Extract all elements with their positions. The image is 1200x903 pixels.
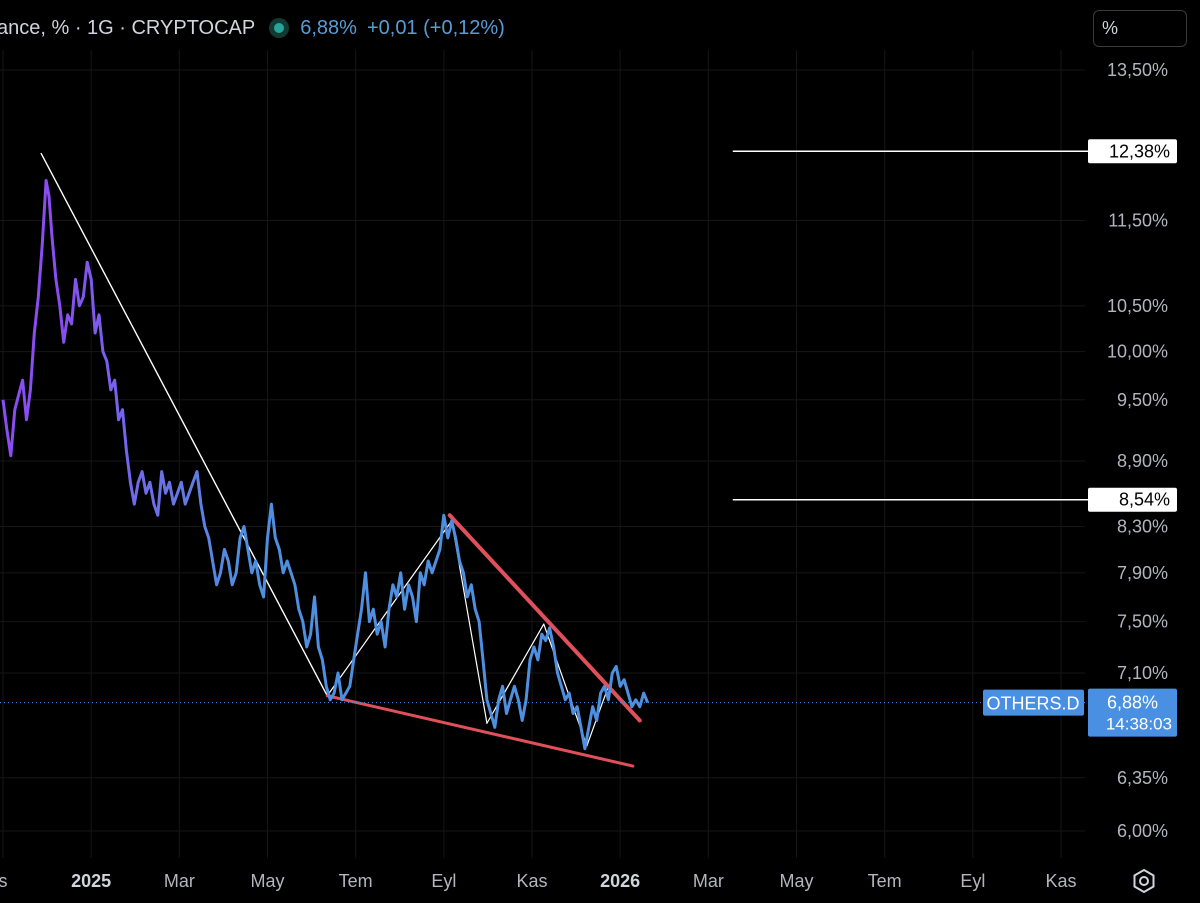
trendline-white-down-leg[interactable] (40, 152, 328, 697)
y-tick-label: 11,50% (1108, 210, 1168, 230)
last-value-marker: OTHERS.D 6,88% 14:38:03 (0, 688, 1177, 737)
y-tick-label: 7,10% (1117, 663, 1168, 683)
othersd-line (1, 179, 649, 751)
y-tick-label: 10,50% (1107, 296, 1168, 316)
x-tick-label: 2026 (600, 871, 640, 891)
chart-legend: ance, % · 1G · CRYPTOCAP 6,88% +0,01 (+0… (0, 14, 505, 42)
symbol-title[interactable]: ance, % · 1G · CRYPTOCAP (0, 16, 256, 39)
x-tick-label: May (250, 871, 284, 891)
price-level-label: 12,38% (1109, 141, 1170, 161)
y-tick-label: 6,35% (1117, 768, 1168, 788)
current-value: 6,88% (300, 16, 357, 39)
percent-scale-button[interactable]: % (1093, 10, 1187, 47)
y-tick-label: 8,90% (1117, 451, 1168, 471)
settings-gear-icon[interactable] (1131, 868, 1157, 894)
y-tick-label: 13,50% (1107, 60, 1168, 80)
grid (0, 50, 1085, 858)
x-tick-label: Tem (868, 871, 902, 891)
x-tick-label: May (779, 871, 813, 891)
time-axis: s 2025 Mar May Tem Eyl Kas 2026 Mar May Tem Eyl Kas (0, 871, 1077, 891)
y-tick-label: 9,50% (1117, 390, 1168, 410)
horizontal-levels: 12,38% 8,54% (732, 139, 1177, 512)
last-value-tag (1088, 688, 1177, 737)
price-change: +0,01 (+0,12%) (366, 16, 505, 39)
x-tick-label: Eyl (431, 871, 456, 891)
price-level-tag (1088, 487, 1177, 512)
bar-countdown-label: 14:38:03 (1106, 715, 1172, 734)
x-tick-label: Tem (339, 871, 373, 891)
series-name-tag (983, 689, 1084, 716)
y-tick-label: 10,00% (1107, 342, 1168, 362)
x-tick-label: Mar (164, 871, 195, 891)
x-tick-label: s (0, 871, 8, 891)
y-tick-label: 6,00% (1117, 821, 1168, 841)
x-tick-label: Kas (516, 871, 547, 891)
last-value-label: 6,88% (1107, 693, 1158, 713)
x-tick-label: 2025 (71, 871, 111, 891)
y-tick-label: 8,30% (1117, 516, 1168, 536)
price-axis: 13,50% 11,50% 10,50% 10,00% 9,50% 8,90% 8,30% 7… (1107, 60, 1168, 841)
y-tick-label: 7,50% (1117, 612, 1168, 632)
x-tick-label: Mar (693, 871, 724, 891)
x-tick-label: Eyl (960, 871, 985, 891)
trendline-red-upper[interactable] (447, 513, 642, 723)
trendline-red-lower[interactable] (325, 694, 635, 768)
price-level-label: 8,54% (1119, 490, 1170, 510)
price-level-tag (1088, 139, 1177, 164)
y-tick-label: 7,90% (1117, 563, 1168, 583)
price-series (1, 179, 649, 751)
trendlines (40, 152, 642, 768)
series-name-label: OTHERS.D (986, 694, 1079, 714)
market-status-dot (274, 23, 285, 33)
x-tick-label: Kas (1045, 871, 1076, 891)
trendline-white-zig-3[interactable] (486, 623, 545, 724)
